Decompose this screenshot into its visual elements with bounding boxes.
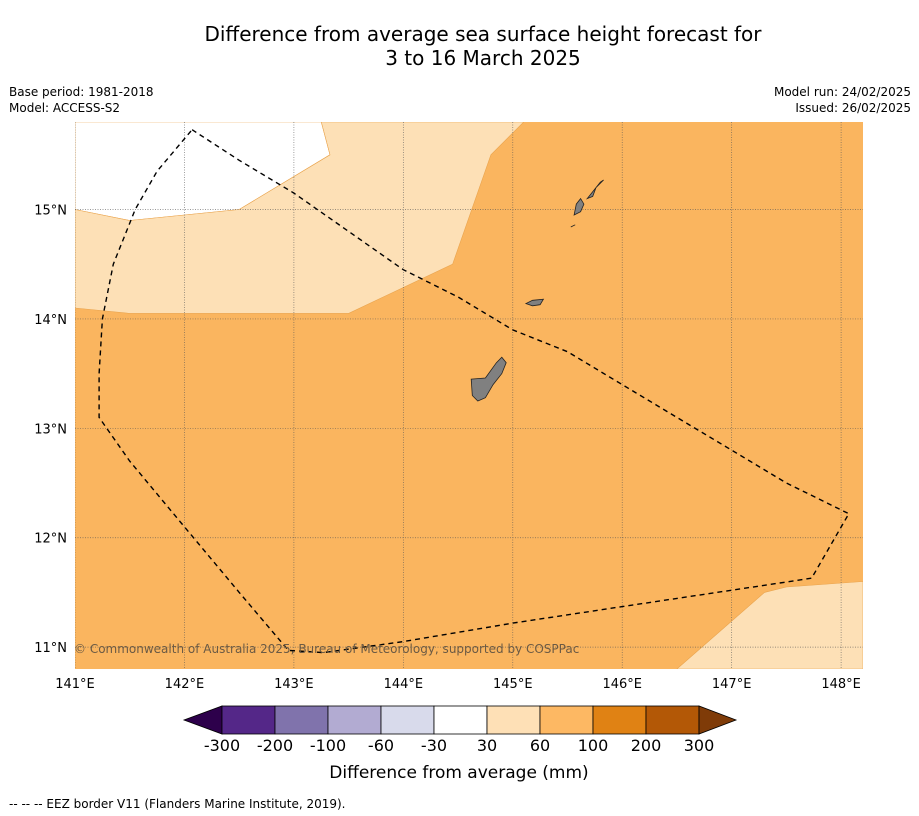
- lon-tick-label: 143°E: [274, 677, 314, 692]
- eez-footnote: -- -- -- EEZ border V11 (Flanders Marine…: [9, 797, 346, 811]
- lon-tick-label: 142°E: [165, 677, 205, 692]
- lon-tick-label: 145°E: [493, 677, 533, 692]
- island-aguijan: [570, 224, 576, 228]
- map-content: © Commonwealth of Australia 2025, Bureau…: [74, 122, 863, 669]
- issued-date: Issued: 26/02/2025: [795, 101, 911, 115]
- colorbar-tick-label: -200: [257, 736, 293, 755]
- lon-tick-label: 147°E: [712, 677, 752, 692]
- colorbar: -300 -200 -100 -60 -30 30 60 100 200 300 Differenc…: [182, 705, 738, 783]
- run-info: Model run: 24/02/2025 Issued: 26/02/2025: [774, 84, 911, 116]
- map-figure: © Commonwealth of Australia 2025, Bureau…: [34, 122, 863, 783]
- island-saipan: [585, 179, 604, 200]
- colorbar-segment: [327, 705, 382, 735]
- lon-tick-label: 141°E: [55, 677, 95, 692]
- colorbar-tick-label: -300: [204, 736, 240, 755]
- colorbar-segment: [592, 705, 647, 735]
- lon-tick-label: 144°E: [384, 677, 424, 692]
- colorbar-segment: [433, 705, 488, 735]
- light-region-north: [75, 122, 525, 314]
- colorbar-tick-label: 60: [530, 736, 550, 755]
- lon-tick-label: 148°E: [821, 677, 861, 692]
- base-period: Base period: 1981-2018: [9, 85, 154, 99]
- title-line-2: 3 to 16 March 2025: [385, 46, 581, 70]
- lat-tick-label: 12°N: [34, 532, 67, 547]
- colorbar-title: Difference from average (mm): [329, 763, 588, 783]
- lat-tick-label: 11°N: [34, 641, 67, 656]
- chart-title: Difference from average sea surface heig…: [0, 22, 919, 70]
- colorbar-extend-high: [698, 705, 738, 735]
- base-info: Base period: 1981-2018 Model: ACCESS-S2: [9, 84, 154, 116]
- lat-tick-label: 13°N: [34, 422, 67, 437]
- colorbar-segment: [539, 705, 594, 735]
- colorbar-segment: [274, 705, 329, 735]
- colorbar-tick-label: -30: [421, 736, 447, 755]
- island-guam: [470, 356, 507, 402]
- colorbar-tick-label: 200: [631, 736, 662, 755]
- model-run: Model run: 24/02/2025: [773, 85, 911, 99]
- colorbar-tick-label: 30: [477, 736, 497, 755]
- colorbar-tick-label: -60: [368, 736, 394, 755]
- colorbar-segment: [380, 705, 435, 735]
- island-tinian: [573, 197, 585, 216]
- colorbar-tick-label: 100: [578, 736, 609, 755]
- map-plot-area: © Commonwealth of Australia 2025, Bureau…: [34, 122, 863, 692]
- colorbar-tick-label: 300: [684, 736, 715, 755]
- colorbar-segment: [486, 705, 541, 735]
- colorbar-segment: [221, 705, 276, 735]
- lat-tick-label: 14°N: [34, 313, 67, 328]
- colorbar-tick-label: -100: [310, 736, 346, 755]
- copyright-credit: © Commonwealth of Australia 2025, Bureau…: [74, 642, 579, 656]
- eez-border-line: [98, 129, 850, 654]
- colorbar-extend-low: [182, 705, 223, 735]
- lat-tick-label: 15°N: [34, 204, 67, 219]
- colorbar-segment: [645, 705, 700, 735]
- title-line-1: Difference from average sea surface heig…: [204, 22, 762, 46]
- model-name: Model: ACCESS-S2: [9, 101, 121, 115]
- island-rota: [524, 298, 545, 307]
- lon-tick-label: 146°E: [602, 677, 642, 692]
